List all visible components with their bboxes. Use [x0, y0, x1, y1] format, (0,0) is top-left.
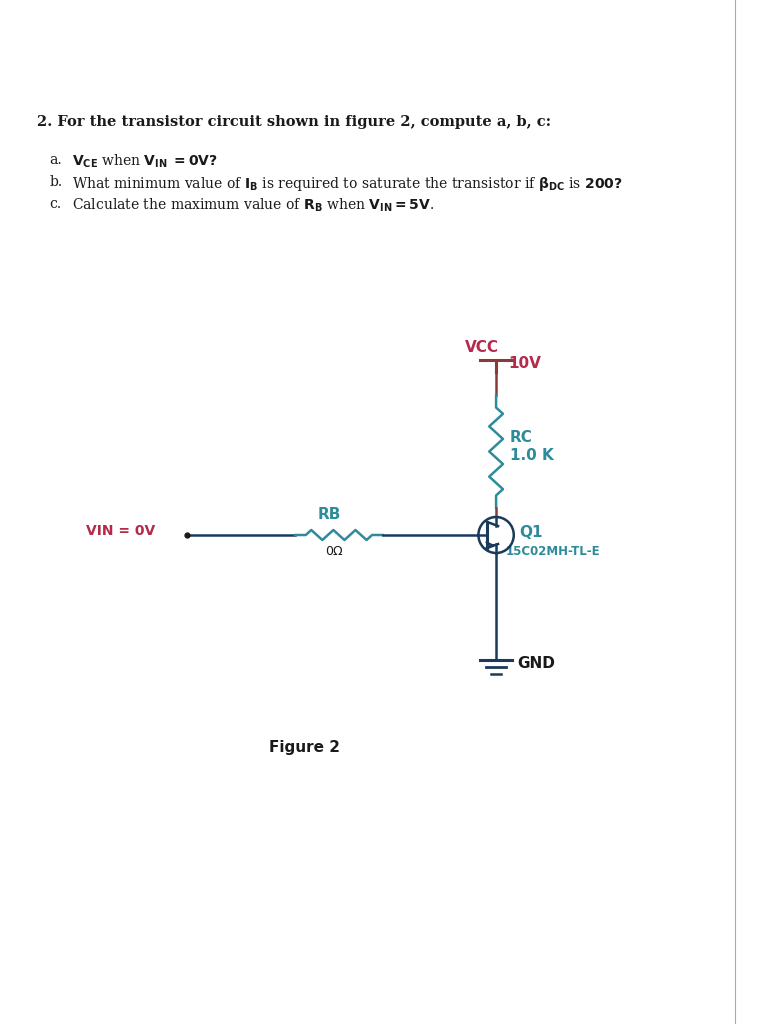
Text: GND: GND [518, 655, 555, 671]
Text: c.: c. [49, 197, 61, 211]
Text: Figure 2: Figure 2 [269, 740, 340, 755]
Text: Calculate the maximum value of $\mathbf{R_B}$ when $\mathbf{V_{IN} = 5V}$.: Calculate the maximum value of $\mathbf{… [72, 197, 434, 214]
Text: 10V: 10V [508, 356, 541, 371]
Text: 1.0 K: 1.0 K [510, 447, 554, 463]
Text: a.: a. [49, 153, 62, 167]
Text: b.: b. [49, 175, 62, 189]
Text: 2. For the transistor circuit shown in figure 2, compute a, b, c:: 2. For the transistor circuit shown in f… [38, 115, 552, 129]
Text: $\mathbf{V_{CE}}$ when $\mathbf{V_{IN}}$ $\mathbf{= 0V?}$: $\mathbf{V_{CE}}$ when $\mathbf{V_{IN}}$… [72, 153, 218, 170]
Text: What minimum value of $\mathbf{I_B}$ is required to saturate the transistor if $: What minimum value of $\mathbf{I_B}$ is … [72, 175, 622, 193]
Text: Q1: Q1 [519, 525, 543, 540]
Text: 15C02MH-TL-E: 15C02MH-TL-E [506, 545, 601, 558]
Text: VIN = 0V: VIN = 0V [87, 524, 155, 538]
Text: VCC: VCC [465, 340, 499, 355]
Text: 0Ω: 0Ω [326, 545, 343, 558]
Text: RC: RC [510, 429, 532, 444]
Text: RB: RB [317, 507, 341, 522]
